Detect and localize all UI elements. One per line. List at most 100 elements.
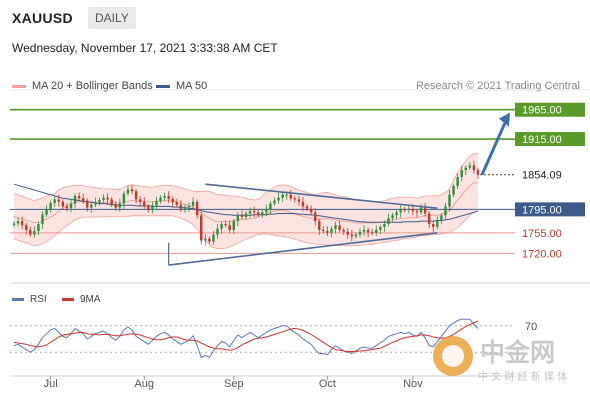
level-tag-1795.00: 1795.00 [515, 202, 585, 217]
candle-body [175, 202, 179, 205]
candle-body [313, 212, 317, 222]
forecast-arrow-head [499, 112, 510, 127]
candle-body [261, 212, 264, 215]
candle-body [53, 199, 56, 203]
candle-body [232, 221, 235, 230]
symbol-title: XAUUSD [12, 10, 73, 26]
legend-ma50: MA 50 [156, 80, 207, 92]
legend-ma9: 9MA [62, 294, 101, 305]
candle-body [444, 206, 447, 216]
candle-body [33, 231, 36, 235]
candle-body [37, 224, 40, 232]
level-tag-text: 1720.00 [522, 248, 562, 260]
legend-bollinger-label: MA 20 + Bollinger Bands [32, 80, 153, 92]
candle-body [375, 229, 378, 233]
candle-body [49, 202, 52, 210]
candle-body [236, 215, 240, 222]
candle-body [407, 208, 411, 210]
candle-body [305, 206, 309, 209]
candle-body [240, 215, 244, 217]
research-credit: Research © 2021 Trading Central [415, 80, 580, 92]
candle-body [460, 170, 463, 178]
candle-body [81, 198, 85, 201]
candle-body [224, 224, 227, 226]
candle-body [248, 211, 252, 214]
watermark-subtitle: 中 文 财 经 新 媒 体 [478, 370, 567, 383]
candle-body [25, 225, 28, 230]
candle-body [399, 209, 402, 213]
candle-body [106, 197, 109, 200]
candle-body [330, 228, 333, 233]
candle-body [342, 229, 345, 232]
rsi-line [13, 318, 479, 359]
candle-body [322, 229, 325, 232]
candle-body [134, 191, 138, 200]
candle-body [334, 225, 337, 229]
candle-body [358, 231, 362, 235]
level-tag-1720.00: 1720.00 [515, 246, 585, 261]
candle-body [391, 215, 394, 219]
candle-body [370, 232, 374, 234]
candle-body [102, 197, 105, 200]
candle-body [204, 238, 207, 241]
candle-body [187, 205, 191, 208]
level-tag-1915.00: 1915.00 [515, 132, 585, 147]
candle-body [191, 201, 195, 206]
level-tag-bg [515, 225, 585, 240]
bollinger-swatch [12, 84, 26, 88]
level-tag-text: 1755.00 [522, 228, 562, 240]
timeframe-badge[interactable]: DAILY [88, 7, 136, 29]
candle-body [45, 209, 48, 215]
candle-body [350, 234, 354, 237]
resistance-trendline [205, 183, 438, 210]
candle-body [403, 209, 406, 211]
support-trendline [168, 232, 438, 266]
ma50-swatch [156, 84, 170, 88]
ma9-swatch [62, 298, 74, 301]
candle-body [228, 225, 231, 230]
candle-body [208, 238, 211, 242]
candle-body [147, 206, 150, 210]
candle-body [200, 215, 203, 241]
candle-body [195, 201, 199, 216]
chart-datetime: Wednesday, November 17, 2021 3:33:38 AM … [12, 41, 278, 55]
candle-body [29, 229, 32, 235]
candle-body [309, 208, 313, 213]
candle-body [20, 221, 24, 226]
legend-rsi-label: RSI [30, 294, 47, 305]
candle-body [427, 213, 431, 225]
candle-body [183, 207, 187, 209]
candle-body [326, 231, 329, 233]
bollinger-band-area [14, 153, 478, 249]
candle-body [155, 201, 158, 206]
level-tag-bg [515, 132, 585, 147]
candle-body [86, 200, 89, 208]
candle-body [216, 228, 219, 235]
candle-body [354, 234, 358, 237]
candle-body [456, 177, 459, 186]
candle-body [318, 221, 321, 230]
candle-body [440, 215, 443, 222]
candle-body [244, 213, 248, 217]
candle-body [411, 208, 415, 212]
candle-body [436, 221, 439, 227]
legend-bollinger: MA 20 + Bollinger Bands [12, 80, 153, 92]
level-tag-bg [515, 246, 585, 261]
candle-body [366, 229, 370, 233]
candle-body [423, 207, 427, 214]
candle-body [383, 224, 386, 227]
candle-body [419, 207, 423, 213]
candle-body [289, 194, 292, 199]
candle-body [269, 203, 272, 210]
candle-body [472, 165, 476, 171]
x-tick-label-Oct: Oct [319, 378, 336, 390]
candle-body [432, 224, 435, 227]
candle-body [301, 201, 305, 207]
candle-body [179, 204, 183, 209]
candle-body [143, 201, 146, 207]
bollinger-lower-line [13, 210, 479, 250]
candle-body [476, 170, 480, 175]
level-tag-1854.09: 1854.09 [515, 167, 585, 182]
candle-body [16, 221, 20, 224]
